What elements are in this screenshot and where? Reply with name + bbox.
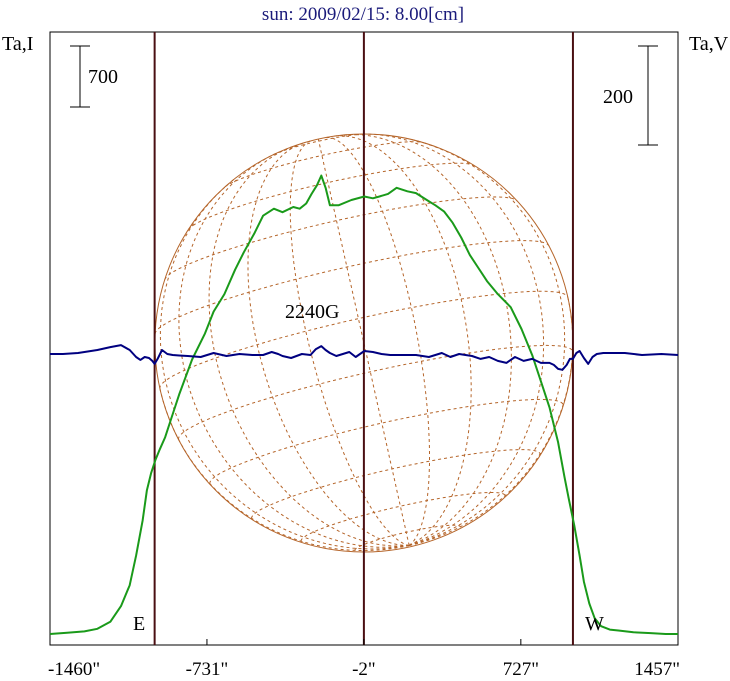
parallel-line	[209, 398, 564, 484]
x-axis-ticks: -1460" -731" -2" 727" 1457"	[48, 639, 680, 680]
meridian-line	[361, 133, 545, 546]
meridian-line	[208, 145, 410, 547]
parallel-line	[300, 492, 506, 542]
meridian-line	[325, 136, 430, 546]
meridian-line	[159, 177, 410, 550]
series-line-i	[49, 174, 678, 635]
meridian-line	[408, 138, 566, 546]
parallel-line	[224, 141, 424, 188]
parallel-line	[188, 162, 475, 230]
chart-title: sun: 2009/02/15: 8.00[cm]	[262, 4, 464, 25]
meridian-line	[317, 138, 410, 546]
right-axis-label: Ta,V	[689, 33, 729, 55]
right-scale-bar: 200	[603, 45, 658, 146]
parallel-line	[251, 449, 541, 519]
vertical-markers	[153, 32, 574, 645]
x-tick-label: 1457"	[634, 659, 680, 680]
series-line-v	[50, 344, 679, 371]
x-tick-label: -731"	[186, 659, 229, 680]
parallel-line	[354, 524, 461, 551]
x-tick-label: 727"	[503, 659, 539, 680]
limb-label-east: E	[133, 613, 145, 635]
left-scale-bar: 700	[70, 45, 118, 108]
parallel-line	[154, 240, 550, 334]
meridian-line	[247, 142, 410, 546]
parallel-line	[177, 344, 574, 440]
parallel-line	[272, 133, 367, 156]
field-label: 2240G	[285, 301, 339, 323]
x-tick-label: -1460"	[48, 659, 100, 680]
parallel-line	[164, 196, 518, 280]
meridian-line	[178, 152, 410, 548]
right-scale-bar-label: 200	[603, 86, 633, 108]
left-scale-bar-label: 700	[88, 66, 118, 88]
solar-disk-grid	[154, 133, 574, 553]
x-tick-label: -2"	[352, 659, 376, 680]
meridian-line	[332, 135, 472, 546]
left-axis-label: Ta,I	[2, 33, 33, 55]
meridian-line	[289, 140, 410, 546]
limb-label-west: W	[585, 613, 604, 635]
meridian-line	[343, 133, 512, 546]
data-series	[49, 174, 679, 635]
parallel-line	[159, 290, 569, 389]
